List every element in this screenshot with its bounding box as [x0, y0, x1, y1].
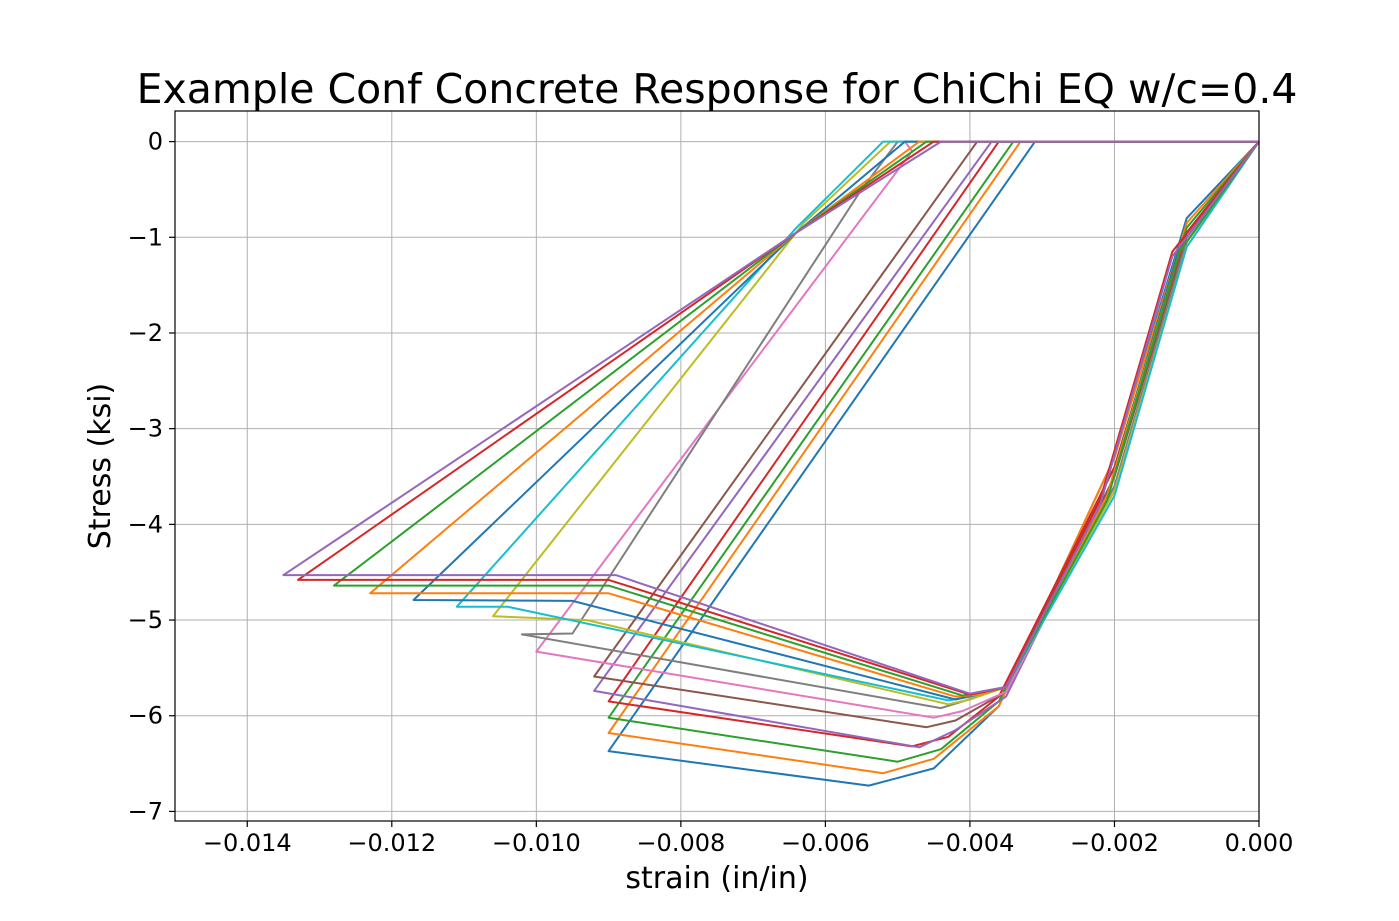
x-tick-label: −0.010: [492, 829, 581, 857]
x-tick-label: −0.012: [347, 829, 436, 857]
x-axis-ticks: −0.014 −0.012 −0.010 −0.008 −0.006 −0.004 −0.0…: [203, 821, 1294, 857]
x-tick-label: −0.006: [781, 829, 870, 857]
series-line: [607, 140, 1260, 748]
x-tick-label: 0.000: [1225, 829, 1294, 857]
y-tick-label: −7: [128, 797, 163, 825]
series-line: [607, 140, 1260, 775]
x-axis-label: strain (in/in): [625, 861, 808, 896]
series-line: [333, 140, 1260, 697]
x-tick-label: −0.002: [1070, 829, 1159, 857]
x-tick-label: −0.008: [636, 829, 725, 857]
y-tick-label: −2: [128, 319, 163, 347]
y-tick-label: −3: [128, 415, 163, 443]
series-line: [535, 140, 1260, 719]
plot-area: [282, 140, 1260, 787]
series-line: [593, 140, 1260, 729]
series-line: [282, 140, 1260, 695]
series-line: [520, 140, 1260, 710]
y-tick-label: −5: [128, 606, 163, 634]
series-line: [593, 140, 1260, 749]
y-axis-label: Stress (ksi): [83, 383, 118, 549]
y-tick-label: −4: [128, 510, 163, 538]
y-tick-label: −6: [128, 702, 163, 730]
plot-frame: [174, 110, 1260, 822]
series-line: [455, 140, 1260, 702]
series-line: [607, 140, 1260, 787]
grid: [175, 111, 1260, 821]
chart-title: Example Conf Concrete Response for ChiCh…: [137, 65, 1298, 113]
y-tick-label: −1: [128, 223, 163, 251]
x-tick-label: −0.004: [926, 829, 1015, 857]
x-tick-label: −0.014: [203, 829, 292, 857]
y-axis-ticks: 0 −1 −2 −3 −4 −5 −6 −7: [128, 128, 175, 825]
y-tick-label: 0: [148, 128, 163, 156]
